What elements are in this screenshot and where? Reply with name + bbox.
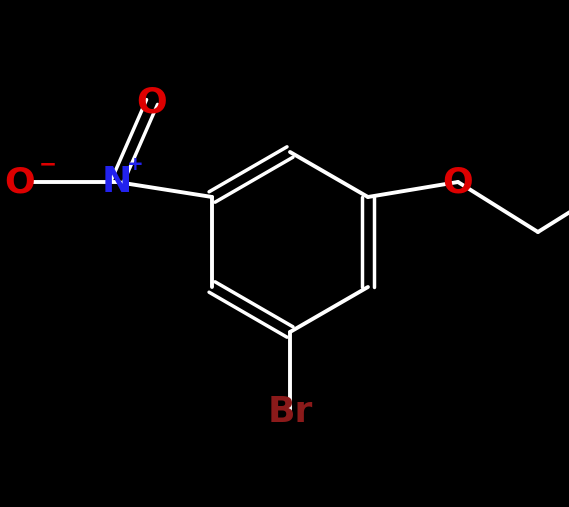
Text: O: O [5,165,35,199]
Text: −: − [39,154,57,174]
Text: Br: Br [267,395,313,429]
Text: N: N [102,165,132,199]
Text: O: O [443,165,473,199]
Text: O: O [137,85,167,119]
Text: +: + [127,155,143,173]
